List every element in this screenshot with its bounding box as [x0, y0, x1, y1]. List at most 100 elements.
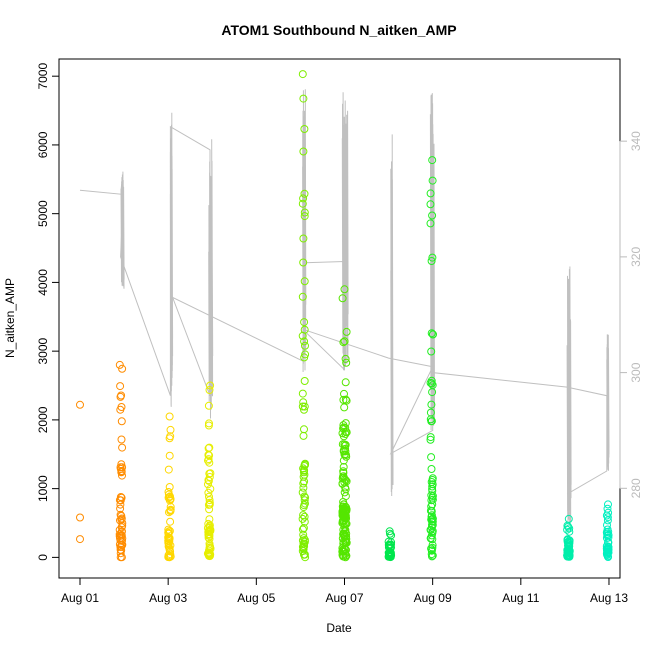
- data-point: [298, 292, 307, 301]
- data-point: [165, 412, 174, 421]
- data-point: [164, 553, 173, 561]
- y2-tick-label: 280: [629, 478, 643, 498]
- y2-tick-label: 300: [629, 362, 643, 382]
- data-point: [76, 513, 84, 522]
- secondary-spike-1: [169, 112, 174, 407]
- data-point: [205, 539, 214, 548]
- data-point: [340, 285, 349, 294]
- data-point: [204, 401, 213, 410]
- data-point: [203, 549, 212, 558]
- data-point: [115, 525, 124, 534]
- data-point: [117, 542, 126, 551]
- secondary-spike-6: [429, 93, 435, 431]
- data-point: [342, 532, 351, 541]
- data-point: [116, 500, 125, 509]
- y-tick-label: 7000: [36, 63, 50, 90]
- x-tick-label: Aug 07: [325, 591, 363, 605]
- data-point: [428, 388, 437, 397]
- data-point: [338, 545, 347, 554]
- data-point: [564, 550, 573, 559]
- x-tick-label: Aug 03: [149, 591, 187, 605]
- data-point: [205, 534, 214, 543]
- data-point: [339, 473, 348, 482]
- x-tick-label: Aug 09: [414, 591, 452, 605]
- data-point: [117, 460, 126, 469]
- data-point: [428, 176, 437, 185]
- data-point: [427, 379, 436, 388]
- y-tick-label: 2000: [36, 406, 50, 433]
- data-point: [205, 386, 214, 394]
- data-point: [428, 474, 437, 483]
- data-point: [386, 552, 395, 561]
- data-point: [300, 512, 309, 521]
- secondary-spike-5: [390, 134, 394, 497]
- data-point: [563, 536, 572, 545]
- chart-title: ATOM1 Southbound N_aitken_AMP: [221, 22, 456, 38]
- data-point: [300, 501, 309, 510]
- data-point: [206, 381, 215, 390]
- data-point: [428, 535, 437, 544]
- data-point: [426, 433, 435, 442]
- data-point: [341, 441, 349, 450]
- data-point: [299, 234, 308, 243]
- data-point: [340, 337, 349, 346]
- data-point: [427, 523, 436, 532]
- data-point: [339, 463, 348, 471]
- data-point: [603, 516, 612, 525]
- y-tick-label: 6000: [36, 131, 50, 158]
- data-point: [206, 484, 215, 493]
- y2-tick-label: 320: [629, 247, 643, 267]
- data-point: [427, 465, 436, 473]
- data-point: [205, 473, 214, 481]
- x-tick-label: Aug 13: [590, 591, 628, 605]
- data-point: [339, 395, 348, 404]
- data-point: [205, 492, 213, 501]
- data-point: [164, 488, 173, 496]
- data-point: [339, 338, 348, 347]
- data-point: [76, 400, 84, 409]
- data-point: [118, 471, 126, 480]
- data-point: [338, 479, 347, 488]
- data-point: [427, 347, 436, 356]
- data-point: [300, 492, 309, 501]
- data-point: [387, 538, 396, 547]
- data-point: [426, 200, 435, 209]
- data-point: [299, 468, 308, 477]
- data-point: [117, 417, 126, 426]
- data-point: [165, 451, 174, 460]
- data-point: [299, 147, 308, 156]
- data-point: [300, 377, 309, 385]
- data-point: [428, 551, 437, 560]
- data-point: [300, 550, 308, 559]
- y-tick-label: 1000: [36, 475, 50, 502]
- data-point: [299, 483, 308, 492]
- data-point: [204, 480, 212, 489]
- data-point: [341, 447, 350, 456]
- data-point: [118, 463, 127, 472]
- data-point: [300, 537, 309, 546]
- data-point: [204, 519, 213, 528]
- data-point: [298, 70, 307, 79]
- data-point: [341, 354, 350, 363]
- data-point: [115, 496, 124, 505]
- data-point: [300, 402, 309, 411]
- data-point: [427, 512, 436, 521]
- secondary-spike-2: [208, 139, 214, 419]
- data-point: [166, 425, 175, 434]
- data-point: [205, 419, 213, 428]
- data-point: [164, 529, 173, 538]
- data-point: [206, 544, 215, 553]
- data-point: [298, 488, 307, 497]
- data-point: [385, 548, 394, 557]
- data-point: [339, 500, 348, 509]
- data-point: [165, 434, 174, 443]
- data-point: [164, 465, 173, 474]
- data-point: [565, 551, 574, 560]
- data-point: [300, 125, 309, 133]
- data-point: [603, 513, 612, 522]
- data-point: [204, 500, 213, 509]
- data-point: [299, 398, 308, 407]
- data-point: [300, 318, 309, 327]
- secondary-spike-0: [120, 171, 125, 289]
- data-point: [118, 534, 127, 543]
